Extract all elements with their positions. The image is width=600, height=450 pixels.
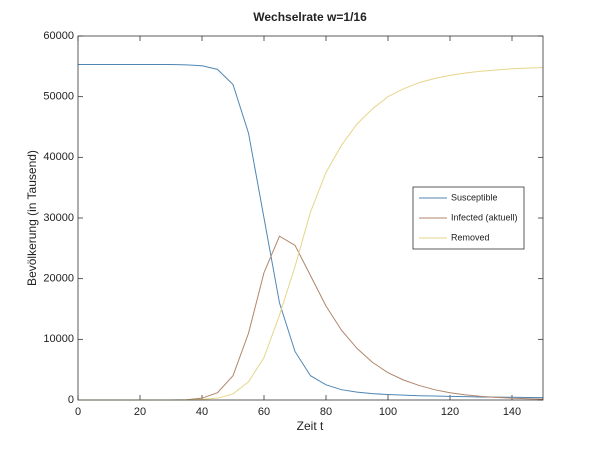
x-axis-label: Zeit t: [297, 419, 324, 433]
x-tick-label: 100: [379, 406, 397, 418]
x-tick-label: 60: [258, 406, 270, 418]
x-tick-label: 120: [441, 406, 459, 418]
y-axis-label: Bevölkerung (in Tausend): [25, 150, 39, 286]
plot-frame: [77, 35, 544, 401]
legend-label: Infected (aktuell): [451, 212, 518, 222]
x-tick-label: 140: [503, 406, 521, 418]
x-tick-label: 0: [75, 406, 81, 418]
x-tick-label: 40: [196, 406, 208, 418]
x-tick-label: 80: [320, 406, 332, 418]
chart-title: Wechselrate w=1/16: [253, 10, 367, 24]
y-tick-label: 10000: [43, 333, 74, 345]
legend-label: Removed: [451, 232, 490, 242]
y-tick-label: 50000: [43, 91, 74, 103]
y-tick-label: 20000: [43, 273, 74, 285]
y-tick-label: 30000: [43, 212, 74, 224]
series-line: [78, 64, 544, 399]
y-tick-label: 40000: [43, 151, 74, 163]
legend-label: Susceptible: [451, 192, 498, 202]
x-tick-label: 20: [134, 406, 146, 418]
y-tick-label: 60000: [43, 30, 74, 42]
y-tick-label: 0: [68, 394, 74, 406]
